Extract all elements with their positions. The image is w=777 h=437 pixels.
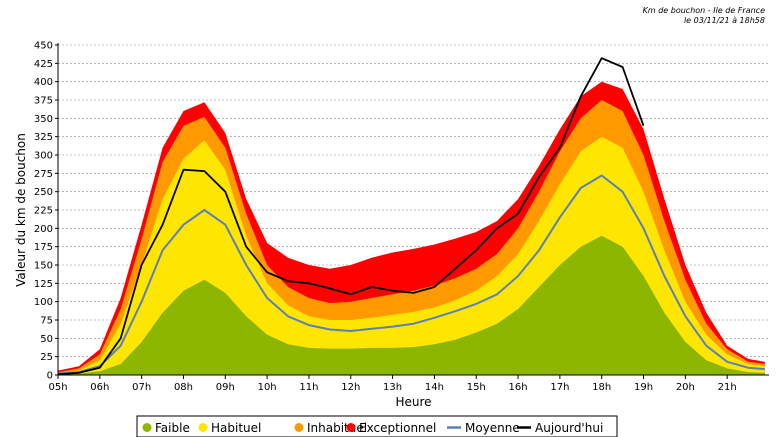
line-aujourd-hui bbox=[57, 57, 645, 376]
legend-label-aujourd-hui: Aujourd'hui bbox=[535, 421, 603, 435]
legend-label-faible: Faible bbox=[155, 421, 190, 435]
y-tick-label: 25 bbox=[40, 352, 53, 363]
y-tick-label: 175 bbox=[34, 242, 53, 253]
y-tick-label: 275 bbox=[34, 169, 53, 180]
x-tick-label: 15h bbox=[467, 382, 486, 393]
legend-marker-habituel bbox=[198, 423, 208, 432]
band-faible bbox=[58, 235, 765, 375]
x-tick-label: 13h bbox=[383, 382, 402, 393]
legend-marker-exceptionnel bbox=[346, 423, 356, 432]
legend-box bbox=[136, 415, 618, 437]
x-axis-title: Heure bbox=[395, 395, 431, 409]
chart-header-title: Km de bouchon - Ile de France bbox=[642, 6, 765, 15]
x-tick-label: 07h bbox=[132, 382, 151, 393]
legend-marker-faible bbox=[142, 423, 152, 432]
chart-header-timestamp: le 03/11/21 à 18h58 bbox=[683, 16, 765, 25]
y-tick-label: 450 bbox=[34, 41, 53, 52]
legend-label-habituel: Habituel bbox=[211, 421, 261, 435]
y-tick-label: 75 bbox=[40, 316, 53, 327]
y-tick-label: 150 bbox=[34, 261, 53, 272]
y-tick-label: 300 bbox=[34, 151, 53, 162]
x-tick-label: 05h bbox=[48, 382, 67, 393]
y-tick-label: 325 bbox=[34, 132, 53, 143]
y-tick-label: 125 bbox=[34, 279, 53, 290]
y-tick-label: 50 bbox=[40, 334, 53, 345]
x-tick-label: 21h bbox=[718, 382, 737, 393]
legend-label-exceptionnel: Exceptionnel bbox=[359, 421, 436, 435]
series-lines bbox=[57, 57, 765, 376]
y-tick-label: 400 bbox=[34, 77, 53, 88]
line-moyenne bbox=[57, 174, 765, 375]
y-axis-ticks: 0 25 50 75 100 125 150 175 200 225 250 275 300 325 350… bbox=[34, 41, 58, 382]
x-tick-label: 08h bbox=[174, 382, 193, 393]
area-bands bbox=[58, 81, 765, 375]
y-tick-label: 350 bbox=[34, 114, 53, 125]
x-tick-label: 17h bbox=[550, 382, 569, 393]
legend-marker-inhabituel bbox=[294, 423, 304, 432]
y-tick-label: 200 bbox=[34, 224, 53, 235]
x-tick-label: 09h bbox=[216, 382, 235, 393]
legend-label-moyenne: Moyenne bbox=[465, 421, 520, 435]
x-tick-label: 10h bbox=[258, 382, 277, 393]
x-tick-label: 14h bbox=[425, 382, 444, 393]
x-tick-label: 18h bbox=[592, 382, 611, 393]
x-tick-label: 16h bbox=[509, 382, 528, 393]
y-axis-title: Valeur du km de bouchon bbox=[14, 133, 28, 287]
x-tick-label: 12h bbox=[341, 382, 360, 393]
x-tick-label: 19h bbox=[634, 382, 653, 393]
y-tick-label: 225 bbox=[34, 206, 53, 217]
y-tick-label: 100 bbox=[34, 297, 53, 308]
x-tick-label: 11h bbox=[299, 382, 318, 393]
x-tick-label: 06h bbox=[90, 382, 109, 393]
y-tick-label: 375 bbox=[34, 96, 53, 107]
x-axis-ticks: 05h 06h 07h 08h 09h 10h 11h 12h 13h 14h 15h 16h 17h 1… bbox=[48, 375, 737, 393]
y-tick-label: 0 bbox=[47, 371, 53, 382]
y-tick-label: 425 bbox=[34, 59, 53, 70]
x-tick-label: 20h bbox=[676, 382, 695, 393]
y-tick-label: 250 bbox=[34, 187, 53, 198]
